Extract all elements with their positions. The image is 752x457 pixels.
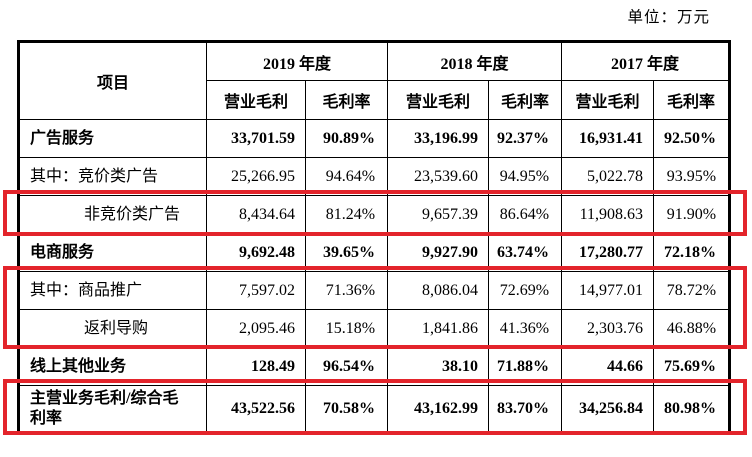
table-row-ad-services: 广告服务 33,701.59 90.89% 33,196.99 92.37% 1…: [18, 119, 731, 158]
table-row-bidding-ads: 其中：竞价类广告 25,266.95 94.64% 23,539.60 94.9…: [18, 157, 731, 196]
cell-margin-2017: 72.18%: [653, 233, 731, 272]
cell-gross-profit-2019: 43,522.56: [206, 385, 306, 434]
cell-gross-profit-2017: 11,908.63: [561, 195, 655, 234]
row-label: 主营业务毛利/综合毛利率: [18, 385, 207, 434]
cell-margin-2018: 94.95%: [488, 157, 563, 196]
cell-margin-2019: 15.18%: [304, 309, 389, 348]
row-label: 非竞价类广告: [18, 195, 207, 234]
row-label: 线上其他业务: [18, 347, 207, 386]
cell-gross-profit-2018: 38.10: [387, 347, 490, 386]
cell-margin-2019: 70.58%: [304, 385, 389, 434]
cell-gross-profit-2018: 33,196.99: [387, 119, 490, 158]
cell-gross-profit-2018: 9,927.90: [387, 233, 490, 272]
row-label: 返利导购: [18, 309, 207, 348]
row-label: 其中：竞价类广告: [18, 157, 207, 196]
cell-gross-profit-2017: 17,280.77: [561, 233, 655, 272]
cell-gross-profit-2019: 8,434.64: [206, 195, 306, 234]
row-label: 电商服务: [18, 233, 207, 272]
cell-gross-profit-2018: 23,539.60: [387, 157, 490, 196]
column-header-gross-profit-2018: 营业毛利: [387, 80, 490, 120]
table-row-rebate-shopping-guide: 返利导购 2,095.46 15.18% 1,841.86 41.36% 2,3…: [18, 309, 731, 348]
cell-margin-2018: 92.37%: [488, 119, 563, 158]
cell-gross-profit-2017: 2,303.76: [561, 309, 655, 348]
cell-gross-profit-2018: 43,162.99: [387, 385, 490, 434]
cell-gross-profit-2017: 5,022.78: [561, 157, 655, 196]
cell-gross-profit-2019: 128.49: [206, 347, 306, 386]
cell-gross-profit-2019: 7,597.02: [206, 271, 306, 310]
cell-margin-2017: 46.88%: [653, 309, 731, 348]
table-row-product-promotion: 其中：商品推广 7,597.02 71.36% 8,086.04 72.69% …: [18, 271, 731, 310]
unit-label: 单位：万元: [627, 9, 710, 26]
cell-margin-2017: 93.95%: [653, 157, 731, 196]
cell-margin-2018: 72.69%: [488, 271, 563, 310]
cell-margin-2019: 96.54%: [304, 347, 389, 386]
cell-margin-2019: 71.36%: [304, 271, 389, 310]
row-label: 其中：商品推广: [18, 271, 207, 310]
cell-margin-2017: 75.69%: [653, 347, 731, 386]
cell-margin-2018: 83.70%: [488, 385, 563, 434]
column-header-year-2019: 2019 年度: [205, 41, 389, 81]
column-header-margin-2019: 毛利率: [304, 80, 389, 120]
cell-margin-2017: 78.72%: [653, 271, 731, 310]
table-row-non-bidding-ads: 非竞价类广告 8,434.64 81.24% 9,657.39 86.64% 1…: [18, 195, 731, 234]
table-row-other-online-business: 线上其他业务 128.49 96.54% 38.10 71.88% 44.66 …: [18, 347, 731, 386]
column-header-year-2017: 2017 年度: [561, 41, 731, 81]
gross-profit-table: 项目 2019 年度 2018 年度 2017 年度 营业毛利 毛利率 营业毛利…: [17, 40, 732, 435]
cell-gross-profit-2018: 9,657.39: [387, 195, 490, 234]
cell-gross-profit-2017: 34,256.84: [561, 385, 655, 434]
table-header-metrics: 营业毛利 毛利率 营业毛利 毛利率 营业毛利 毛利率: [19, 80, 731, 120]
column-header-gross-profit-2019: 营业毛利: [206, 80, 306, 120]
cell-margin-2018: 41.36%: [488, 309, 563, 348]
cell-gross-profit-2017: 16,931.41: [561, 119, 655, 158]
row-label: 广告服务: [18, 119, 207, 158]
column-header-margin-2017: 毛利率: [653, 80, 731, 120]
column-header-year-2018: 2018 年度: [387, 41, 563, 81]
column-header-gross-profit-2017: 营业毛利: [561, 80, 655, 120]
cell-gross-profit-2019: 33,701.59: [206, 119, 306, 158]
cell-gross-profit-2019: 25,266.95: [206, 157, 306, 196]
table-row-main-business-total: 主营业务毛利/综合毛利率 43,522.56 70.58% 43,162.99 …: [18, 385, 731, 434]
table-row-ecommerce-services: 电商服务 9,692.48 39.65% 9,927.90 63.74% 17,…: [18, 233, 731, 272]
cell-margin-2018: 86.64%: [488, 195, 563, 234]
cell-gross-profit-2017: 14,977.01: [561, 271, 655, 310]
cell-gross-profit-2018: 8,086.04: [387, 271, 490, 310]
column-header-item: 项目: [18, 41, 207, 120]
cell-margin-2019: 81.24%: [304, 195, 389, 234]
cell-margin-2017: 91.90%: [653, 195, 731, 234]
cell-margin-2018: 71.88%: [488, 347, 563, 386]
cell-gross-profit-2019: 9,692.48: [206, 233, 306, 272]
cell-gross-profit-2018: 1,841.86: [387, 309, 490, 348]
cell-margin-2017: 80.98%: [653, 385, 731, 434]
cell-margin-2019: 39.65%: [304, 233, 389, 272]
cell-gross-profit-2019: 2,095.46: [206, 309, 306, 348]
cell-margin-2018: 63.74%: [488, 233, 563, 272]
cell-margin-2019: 94.64%: [304, 157, 389, 196]
table-header-years: 项目 2019 年度 2018 年度 2017 年度: [18, 41, 731, 120]
cell-margin-2019: 90.89%: [304, 119, 389, 158]
cell-margin-2017: 92.50%: [653, 119, 731, 158]
cell-gross-profit-2017: 44.66: [561, 347, 655, 386]
column-header-margin-2018: 毛利率: [488, 80, 563, 120]
